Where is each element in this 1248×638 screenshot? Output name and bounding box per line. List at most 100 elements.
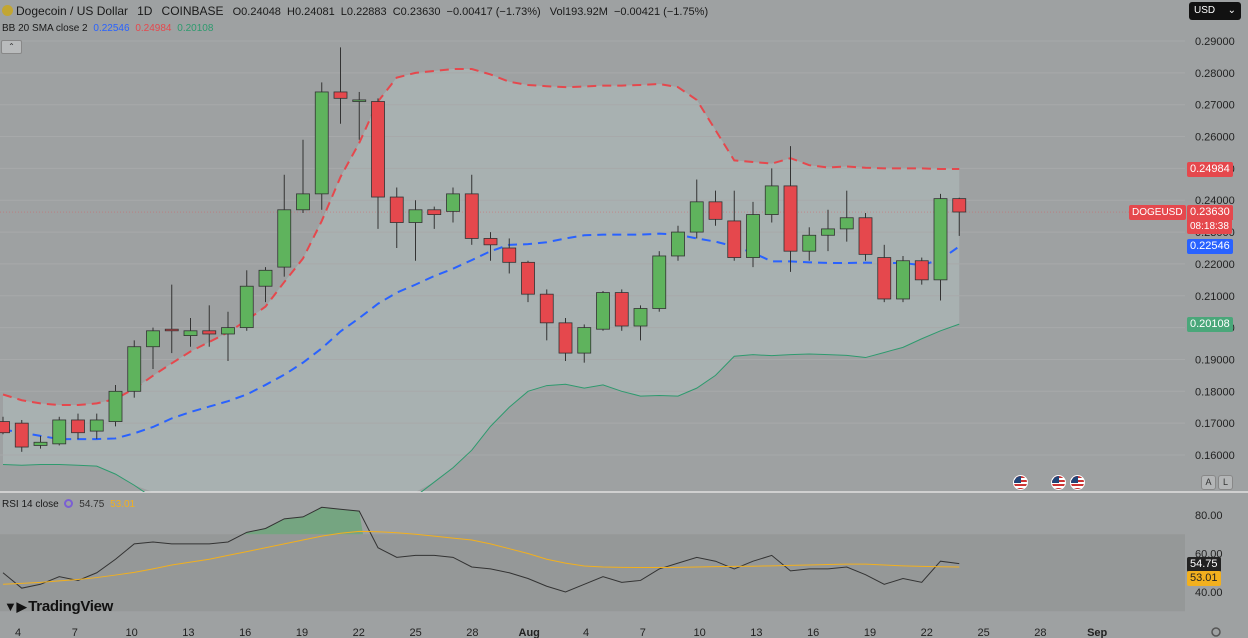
interval-label[interactable]: 1D <box>137 4 153 18</box>
tradingview-logo-icon: ▼▶ <box>4 599 27 614</box>
change-value: −0.00417 (−1.73%) <box>446 6 541 18</box>
candle-body <box>521 261 535 295</box>
time-axis-label: 7 <box>640 627 646 638</box>
rsi-axis-label: 40.00 <box>1195 587 1223 599</box>
bb-basis-line <box>2 232 960 441</box>
candle-body <box>914 260 929 281</box>
bb-lower-price-tag: 0.20108 <box>1187 317 1233 332</box>
price-axis-label: 0.22000 <box>1195 259 1235 271</box>
last-price-tag: 0.23630 <box>1187 205 1233 220</box>
candle-body <box>127 346 142 392</box>
rsi-price-tag: 54.75 <box>1187 557 1221 572</box>
bb-basis-price-tag: 0.22546 <box>1187 239 1233 254</box>
time-axis-label: 10 <box>125 627 137 638</box>
candle-body <box>821 228 835 236</box>
candle-body <box>633 308 648 327</box>
time-axis-label: Aug <box>519 627 540 638</box>
candle-body <box>558 322 573 354</box>
settings-icon[interactable] <box>64 499 74 508</box>
volume-value: Vol193.92M <box>549 6 608 18</box>
bb-upper-value: 0.24984 <box>135 23 172 34</box>
time-axis-label: 16 <box>807 627 819 638</box>
candle-body <box>596 292 610 330</box>
time-axis-label: 28 <box>1034 627 1046 638</box>
candle-body <box>502 247 517 263</box>
candle-body <box>614 292 629 327</box>
time-axis-label: Sep <box>1087 627 1107 638</box>
us-flag-event-icon[interactable] <box>1070 475 1085 490</box>
candle-body <box>277 209 292 268</box>
rsi-overbought-fill <box>243 507 363 535</box>
currency-select[interactable]: USD ⌄ <box>1189 2 1241 20</box>
time-axis-label: 16 <box>239 627 251 638</box>
candle-body <box>333 91 348 99</box>
exchange-label: COINBASE <box>161 4 224 18</box>
chevron-down-icon: ⌄ <box>1227 5 1236 16</box>
time-axis-label: 19 <box>296 627 308 638</box>
candle-body <box>952 198 967 213</box>
candle-body <box>483 238 498 246</box>
candle-body <box>52 419 67 445</box>
candle-body <box>877 257 892 300</box>
candle-body <box>89 419 104 432</box>
bb-basis-value: 0.22546 <box>93 23 130 34</box>
rsi-line <box>2 506 960 593</box>
symbol-title[interactable]: Dogecoin / US Dollar <box>16 4 129 18</box>
candle-body <box>0 421 10 434</box>
candle-body <box>33 441 48 446</box>
rsi-label: RSI 14 close <box>2 499 59 510</box>
candle-body <box>71 419 85 434</box>
open-value: O0.24048 <box>232 6 281 18</box>
tradingview-logo[interactable]: ▼▶ TradingView <box>4 598 113 615</box>
us-flag-event-icon[interactable] <box>1013 475 1028 490</box>
currency-label: USD <box>1194 5 1216 16</box>
bb-upper-line <box>2 68 960 407</box>
symbol-price-tag: DOGEUSD <box>1129 205 1186 220</box>
auto-scale-button[interactable]: A <box>1201 475 1216 490</box>
us-flag-event-icon[interactable] <box>1051 475 1066 490</box>
price-axis-label: 0.19000 <box>1195 354 1235 366</box>
brand-name: TradingView <box>28 598 114 615</box>
candle-body <box>258 269 273 287</box>
time-axis-label: 10 <box>693 627 705 638</box>
time-axis-label: 22 <box>921 627 933 638</box>
candle-body <box>221 327 235 335</box>
candle-body <box>446 193 460 212</box>
collapse-legend-button[interactable]: ⌃ <box>1 40 22 54</box>
symbol-legend: Dogecoin / US Dollar 1D COINBASE O0.2404… <box>2 4 708 18</box>
candle-body <box>689 201 704 233</box>
bb-legend[interactable]: BB 20 SMA close 2 0.22546 0.24984 0.2010… <box>2 23 213 34</box>
rsi-axis-label: 80.00 <box>1195 510 1223 522</box>
candle-body <box>764 185 779 215</box>
rsi-band-fill <box>0 534 1185 612</box>
rsi-ma-line <box>2 530 960 585</box>
candle-body <box>164 328 179 332</box>
candle-body <box>14 422 29 448</box>
log-scale-button[interactable]: L <box>1218 475 1233 490</box>
candle-body <box>727 220 742 258</box>
time-axis-label: 13 <box>182 627 194 638</box>
rsi-legend[interactable]: RSI 14 close 54.75 53.01 <box>2 499 135 510</box>
bb-label: BB 20 SMA close 2 <box>2 23 88 34</box>
bb-upper-price-tag: 0.24984 <box>1187 162 1233 177</box>
close-value: C0.23630 <box>392 6 441 18</box>
price-axis-label: 0.21000 <box>1195 291 1235 303</box>
candle-body <box>146 330 160 348</box>
candle-body <box>652 255 667 309</box>
rsi-ma-value: 53.01 <box>110 499 136 510</box>
candle-body <box>239 285 254 329</box>
high-value: H0.24081 <box>287 6 335 18</box>
time-axis-label: 13 <box>750 627 762 638</box>
price-axis-label: 0.26000 <box>1195 132 1235 144</box>
candle-body <box>202 330 217 335</box>
time-axis-label: 7 <box>72 627 78 638</box>
time-axis-label: 22 <box>353 627 365 638</box>
candle-body <box>746 214 760 258</box>
price-axis-label: 0.27000 <box>1195 100 1235 112</box>
price-axis-label: 0.17000 <box>1195 418 1235 430</box>
candle-body <box>108 390 123 422</box>
time-axis-label: 25 <box>977 627 989 638</box>
candle-body <box>858 217 873 255</box>
